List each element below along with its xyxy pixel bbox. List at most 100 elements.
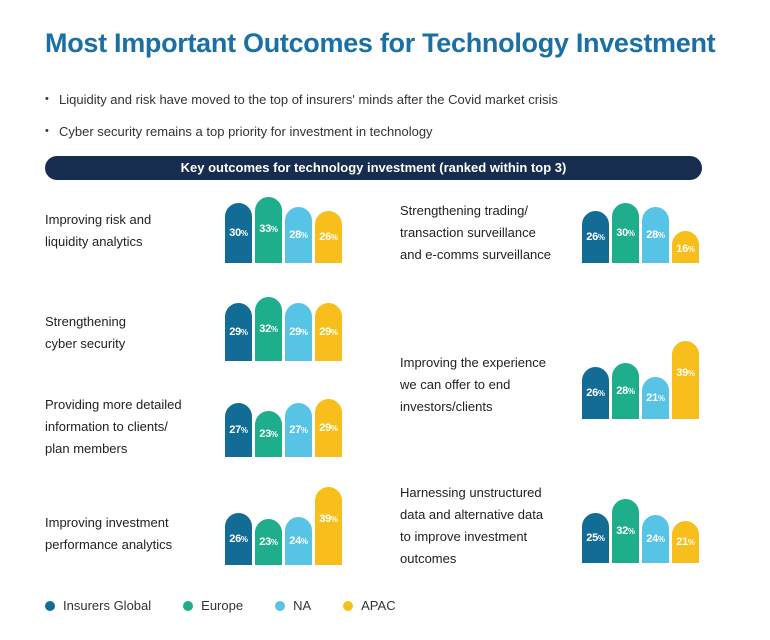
- category-label-line: liquidity analytics: [45, 234, 143, 249]
- bar-na: [642, 515, 669, 563]
- category-label-line: data and alternative data: [400, 507, 544, 522]
- bar-value-label: 32%: [616, 525, 635, 537]
- category-label-line: Strengthening: [45, 314, 126, 329]
- bar-group: 26% 28% 21% 39%: [582, 339, 712, 419]
- legend-dot-icon: [275, 600, 286, 611]
- bar-europe: [255, 197, 282, 263]
- legend-label: Europe: [201, 598, 244, 613]
- bar-group: 27% 23% 27% 29%: [225, 377, 355, 457]
- chart-legend: Insurers Global Europe NA APAC: [45, 598, 428, 613]
- legend-item: Insurers Global: [45, 598, 151, 613]
- bar-value-label: 28%: [616, 385, 635, 397]
- category-label-line: Improving risk and: [45, 212, 152, 227]
- bar-value-label: 26%: [229, 533, 248, 545]
- bar-value-label: 28%: [289, 229, 308, 241]
- bullet-dot-icon: •: [45, 93, 49, 105]
- bar-apac: [672, 231, 699, 263]
- bar-value-label: 29%: [289, 326, 308, 338]
- bar-value-label: 39%: [676, 367, 695, 379]
- legend-label: APAC: [361, 598, 396, 613]
- page-title: Most Important Outcomes for Technology I…: [45, 28, 716, 58]
- bar-insurers-global: [225, 403, 252, 457]
- bar-value-label: 26%: [586, 231, 605, 243]
- category-label: Harnessing unstructured data and alternat…: [400, 482, 543, 570]
- category-label: Providing more detailed information to cl…: [45, 394, 182, 460]
- bar-europe: [612, 363, 639, 419]
- category-label-line: Improving the experience: [400, 355, 546, 370]
- bar-na: [642, 377, 669, 419]
- category-label-line: plan members: [45, 441, 128, 456]
- category-label-line: Strengthening trading/: [400, 203, 528, 218]
- bar-insurers-global: [582, 367, 609, 419]
- bullet-item: • Cyber security remains a top priority …: [45, 121, 558, 141]
- bar-value-label: 27%: [229, 424, 248, 436]
- bar-value-label: 29%: [319, 326, 338, 338]
- bar-value-label: 39%: [319, 513, 338, 525]
- bar-na: [285, 517, 312, 565]
- category-label-line: and e-comms surveillance: [400, 247, 552, 262]
- category-label-line: outcomes: [400, 551, 457, 566]
- bar-europe: [612, 499, 639, 563]
- bar-europe: [612, 203, 639, 263]
- bar-value-label: 30%: [616, 227, 635, 239]
- category-label: Improving investment performance analytic…: [45, 512, 172, 556]
- bar-value-label: 32%: [259, 323, 278, 335]
- bullet-dot-icon: •: [45, 125, 49, 137]
- bar-group: 29% 32% 29% 29%: [225, 281, 355, 361]
- category-label-line: Harnessing unstructured: [400, 485, 542, 500]
- bar-group: 30% 33% 28% 26%: [225, 183, 355, 263]
- bar-apac: [315, 487, 342, 565]
- bullet-list: • Liquidity and risk have moved to the t…: [45, 89, 558, 153]
- category-label: Strengthening cyber security: [45, 311, 126, 355]
- category-label: Improving the experience we can offer to …: [400, 352, 546, 418]
- bar-apac: [672, 341, 699, 419]
- bar-value-label: 21%: [676, 536, 695, 548]
- category-label-line: information to clients/: [45, 419, 168, 434]
- bar-insurers-global: [582, 211, 609, 263]
- bar-apac: [315, 399, 342, 457]
- bar-na: [642, 207, 669, 263]
- bar-na: [285, 303, 312, 361]
- bar-na: [285, 403, 312, 457]
- bar-na: [285, 207, 312, 263]
- legend-label: Insurers Global: [63, 598, 152, 613]
- bullet-text: Liquidity and risk have moved to the top…: [59, 91, 558, 107]
- category-label: Improving risk and liquidity analytics: [45, 209, 151, 253]
- bar-value-label: 30%: [229, 227, 248, 239]
- bar-value-label: 26%: [586, 387, 605, 399]
- bar-value-label: 16%: [676, 243, 695, 255]
- bar-insurers-global: [582, 513, 609, 563]
- bar-insurers-global: [225, 203, 252, 263]
- legend-dot-icon: [45, 600, 55, 611]
- bar-value-label: 28%: [646, 229, 665, 241]
- legend-dot-icon: [343, 600, 354, 611]
- legend-label: NA: [293, 598, 312, 613]
- category-label-line: performance analytics: [45, 537, 173, 552]
- bar-value-label: 25%: [586, 532, 605, 544]
- bar-apac: [315, 303, 342, 361]
- legend-item: Europe: [183, 598, 243, 613]
- bar-value-label: 29%: [319, 422, 338, 434]
- bar-group: 26% 30% 28% 16%: [582, 183, 712, 263]
- category-label-line: transaction surveillance: [400, 225, 536, 240]
- bar-europe: [255, 411, 282, 457]
- category-label-line: Providing more detailed: [45, 397, 182, 412]
- category-label-line: cyber security: [45, 336, 126, 351]
- bar-group: 26% 23% 24% 39%: [225, 485, 355, 565]
- bar-apac: [315, 211, 342, 263]
- category-label-line: Improving investment: [45, 515, 169, 530]
- bar-insurers-global: [225, 303, 252, 361]
- bar-value-label: 24%: [289, 535, 308, 547]
- bar-europe: [255, 519, 282, 565]
- category-label: Strengthening trading/transaction survei…: [400, 200, 551, 266]
- bullet-text: Cyber security remains a top priority fo…: [59, 123, 433, 139]
- legend-dot-icon: [183, 600, 194, 611]
- category-label-line: to improve investment: [400, 529, 528, 544]
- legend-item: NA: [275, 598, 311, 613]
- bar-value-label: 23%: [259, 428, 278, 440]
- legend-item: APAC: [343, 598, 396, 613]
- bar-value-label: 26%: [319, 231, 338, 243]
- bar-europe: [255, 297, 282, 361]
- category-label-line: we can offer to end: [400, 377, 511, 392]
- bar-insurers-global: [225, 513, 252, 565]
